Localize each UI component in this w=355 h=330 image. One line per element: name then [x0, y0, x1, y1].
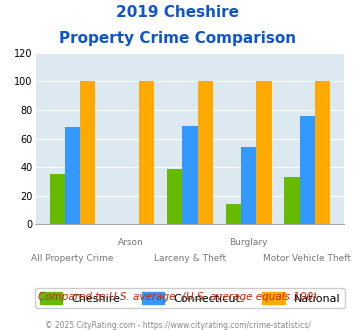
Text: Burglary: Burglary: [229, 238, 268, 247]
Text: Property Crime Comparison: Property Crime Comparison: [59, 31, 296, 46]
Bar: [198, 82, 213, 224]
Legend: Cheshire, Connecticut, National: Cheshire, Connecticut, National: [36, 288, 344, 308]
Bar: [80, 82, 95, 224]
Bar: [139, 82, 154, 224]
Text: 2019 Cheshire: 2019 Cheshire: [116, 5, 239, 20]
Bar: [50, 174, 65, 224]
Text: Motor Vehicle Theft: Motor Vehicle Theft: [263, 254, 351, 263]
Bar: [241, 147, 256, 224]
Bar: [65, 127, 80, 224]
Bar: [182, 126, 198, 224]
Bar: [300, 116, 315, 224]
Text: All Property Crime: All Property Crime: [31, 254, 114, 263]
Bar: [167, 169, 182, 224]
Text: © 2025 CityRating.com - https://www.cityrating.com/crime-statistics/: © 2025 CityRating.com - https://www.city…: [45, 321, 310, 330]
Text: Larceny & Theft: Larceny & Theft: [154, 254, 226, 263]
Text: Compared to U.S. average. (U.S. average equals 100): Compared to U.S. average. (U.S. average …: [38, 292, 317, 302]
Bar: [315, 82, 330, 224]
Bar: [284, 177, 300, 224]
Text: Arson: Arson: [118, 238, 144, 247]
Bar: [226, 204, 241, 224]
Bar: [256, 82, 272, 224]
